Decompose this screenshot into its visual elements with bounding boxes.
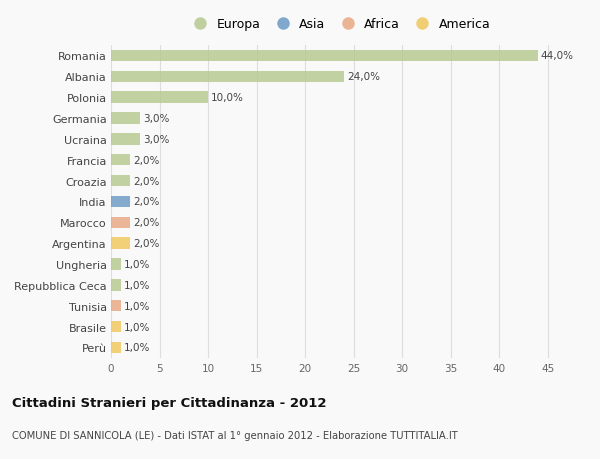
Text: 44,0%: 44,0% [541, 51, 574, 62]
Text: 1,0%: 1,0% [124, 322, 150, 332]
Text: 1,0%: 1,0% [124, 301, 150, 311]
Bar [111, 196, 130, 207]
Text: COMUNE DI SANNICOLA (LE) - Dati ISTAT al 1° gennaio 2012 - Elaborazione TUTTITAL: COMUNE DI SANNICOLA (LE) - Dati ISTAT al… [12, 431, 458, 440]
Bar [111, 342, 121, 353]
Bar [111, 72, 344, 83]
Text: 1,0%: 1,0% [124, 280, 150, 290]
Text: 1,0%: 1,0% [124, 342, 150, 353]
Text: 2,0%: 2,0% [133, 197, 160, 207]
Bar [111, 280, 121, 291]
Text: 2,0%: 2,0% [133, 218, 160, 228]
Text: 2,0%: 2,0% [133, 155, 160, 165]
Text: 10,0%: 10,0% [211, 93, 244, 103]
Text: 2,0%: 2,0% [133, 176, 160, 186]
Text: 3,0%: 3,0% [143, 134, 169, 145]
Legend: Europa, Asia, Africa, America: Europa, Asia, Africa, America [185, 16, 493, 34]
Text: 1,0%: 1,0% [124, 259, 150, 269]
Text: 3,0%: 3,0% [143, 114, 169, 124]
Bar [111, 217, 130, 229]
Bar [111, 155, 130, 166]
Bar [111, 175, 130, 187]
Bar [111, 92, 208, 104]
Bar [111, 50, 538, 62]
Bar [111, 134, 140, 145]
Bar [111, 259, 121, 270]
Bar [111, 321, 121, 332]
Bar [111, 300, 121, 312]
Bar [111, 113, 140, 124]
Bar [111, 238, 130, 249]
Text: 2,0%: 2,0% [133, 239, 160, 249]
Text: Cittadini Stranieri per Cittadinanza - 2012: Cittadini Stranieri per Cittadinanza - 2… [12, 396, 326, 409]
Text: 24,0%: 24,0% [347, 72, 380, 82]
